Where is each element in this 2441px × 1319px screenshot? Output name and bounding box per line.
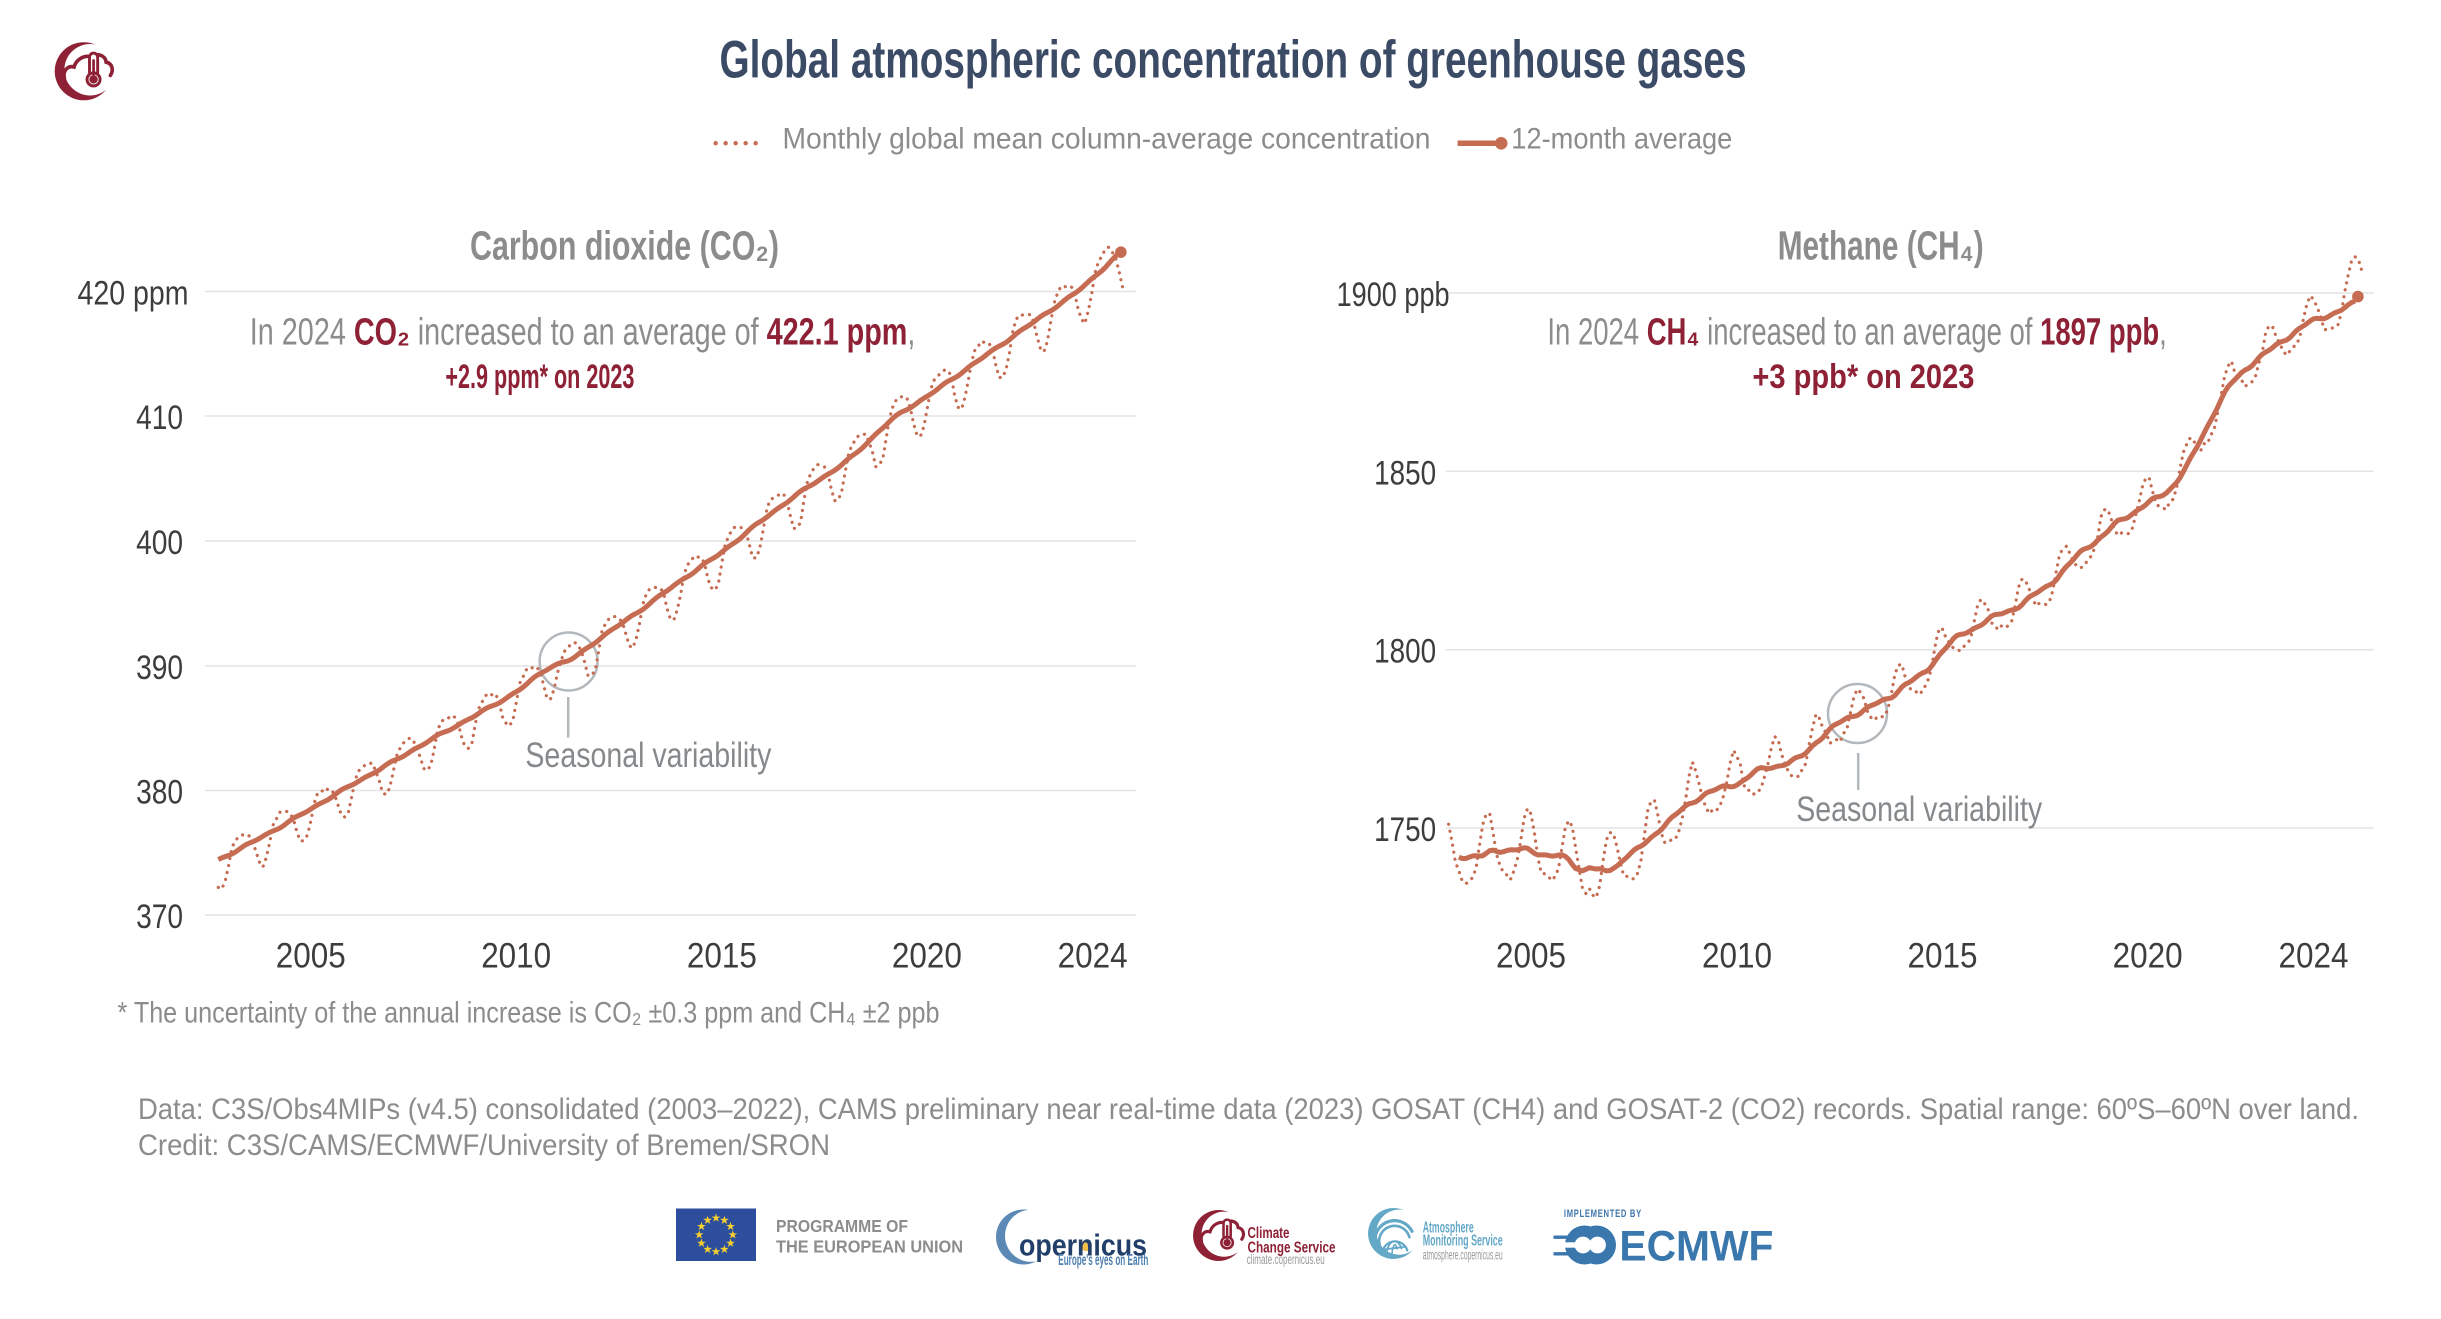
svg-text:380: 380: [136, 774, 183, 812]
svg-text:1750: 1750: [1374, 811, 1436, 849]
svg-text:THE EUROPEAN UNION: THE EUROPEAN UNION: [776, 1237, 963, 1257]
svg-text:* The uncertainty of the annua: * The uncertainty of the annual increase…: [118, 997, 940, 1030]
svg-text:420 ppm: 420 ppm: [78, 275, 189, 313]
svg-text:Change Service: Change Service: [1248, 1239, 1336, 1256]
svg-text:2024: 2024: [1058, 937, 1128, 976]
svg-text:400: 400: [136, 524, 183, 562]
svg-text:Climate: Climate: [1248, 1225, 1290, 1242]
svg-text:1850: 1850: [1374, 454, 1436, 492]
svg-text:410: 410: [136, 399, 183, 437]
svg-text:Monitoring Service: Monitoring Service: [1423, 1232, 1503, 1249]
svg-text:2005: 2005: [276, 937, 346, 976]
svg-text:390: 390: [136, 649, 183, 687]
svg-text:2024: 2024: [2279, 937, 2349, 976]
svg-text:2010: 2010: [1702, 937, 1772, 976]
svg-text:Methane (CH₄): Methane (CH₄): [1778, 223, 1984, 269]
svg-text:2015: 2015: [1908, 937, 1978, 976]
svg-text:Atmosphere: Atmosphere: [1423, 1220, 1474, 1237]
svg-text:Carbon dioxide (CO₂): Carbon dioxide (CO₂): [470, 223, 779, 269]
svg-text:Europe's eyes on Earth: Europe's eyes on Earth: [1058, 1252, 1148, 1269]
svg-text:atmosphere.copernicus.eu: atmosphere.copernicus.eu: [1423, 1248, 1503, 1263]
svg-text:ECMWF: ECMWF: [1619, 1223, 1773, 1271]
svg-text:In 2024 CH₄ increased to an av: In 2024 CH₄ increased to an average of 1…: [1547, 312, 2166, 354]
svg-text:Global atmospheric concentrati: Global atmospheric concentration of gree…: [720, 31, 1747, 90]
svg-text:In 2024 CO₂ increased to an av: In 2024 CO₂ increased to an average of 4…: [250, 312, 916, 354]
svg-text:Data: C3S/Obs4MIPs (v4.5) cons: Data: C3S/Obs4MIPs (v4.5) consolidated (…: [138, 1093, 2359, 1126]
svg-text:Monthly global mean column-ave: Monthly global mean column-average conce…: [783, 123, 1431, 156]
svg-text:2020: 2020: [892, 937, 962, 976]
svg-text:+2.9 ppm* on 2023: +2.9 ppm* on 2023: [445, 358, 634, 396]
svg-text:1800: 1800: [1374, 633, 1436, 671]
svg-text:opernicus: opernicus: [1019, 1227, 1147, 1262]
svg-text:+3 ppb* on 2023: +3 ppb* on 2023: [1752, 358, 1974, 396]
svg-text:climate.copernicus.eu: climate.copernicus.eu: [1247, 1252, 1325, 1267]
svg-text:Seasonal variability: Seasonal variability: [525, 736, 771, 775]
svg-text:2015: 2015: [687, 937, 757, 976]
svg-text:12-month average: 12-month average: [1511, 123, 1732, 156]
svg-text:Credit: C3S/CAMS/ECMWF/Univers: Credit: C3S/CAMS/ECMWF/University of Bre…: [138, 1129, 830, 1162]
svg-text:2020: 2020: [2113, 937, 2183, 976]
svg-text:2005: 2005: [1496, 937, 1566, 976]
svg-text:2010: 2010: [481, 937, 551, 976]
svg-text:370: 370: [136, 898, 183, 936]
svg-text:PROGRAMME OF: PROGRAMME OF: [776, 1216, 908, 1236]
svg-text:IMPLEMENTED BY: IMPLEMENTED BY: [1564, 1208, 1642, 1220]
svg-text:Seasonal variability: Seasonal variability: [1796, 790, 2042, 829]
svg-text:1900 ppb: 1900 ppb: [1337, 276, 1450, 314]
